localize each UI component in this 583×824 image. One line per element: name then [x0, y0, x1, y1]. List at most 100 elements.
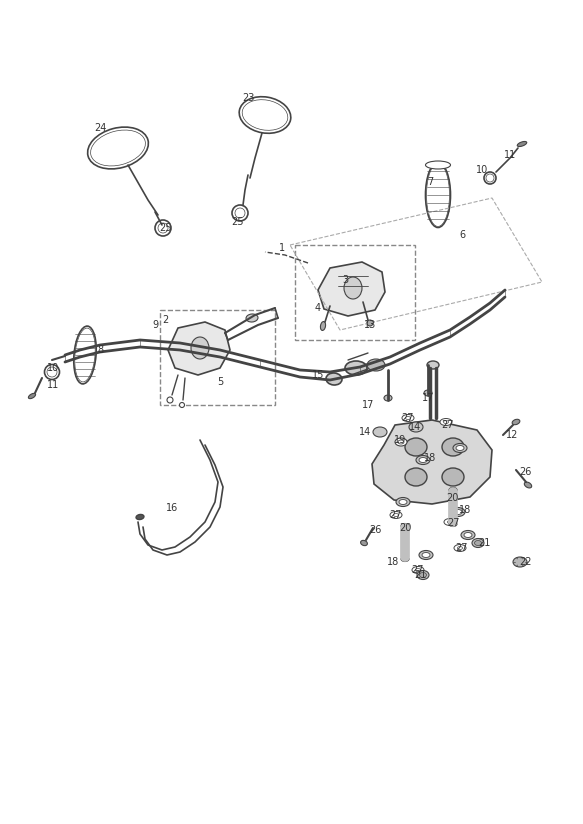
Ellipse shape — [361, 541, 367, 545]
Ellipse shape — [472, 539, 484, 547]
Ellipse shape — [345, 361, 367, 375]
Ellipse shape — [444, 420, 448, 424]
Polygon shape — [372, 420, 492, 504]
Ellipse shape — [461, 531, 475, 540]
Text: 15: 15 — [312, 370, 324, 380]
Text: 17: 17 — [362, 400, 374, 410]
Ellipse shape — [484, 172, 496, 184]
Bar — [160, 310, 275, 405]
Text: 4: 4 — [315, 303, 321, 313]
Polygon shape — [318, 262, 385, 316]
Ellipse shape — [448, 521, 452, 523]
Ellipse shape — [75, 328, 95, 382]
Text: 9: 9 — [152, 320, 158, 330]
Text: 21: 21 — [478, 538, 490, 548]
Ellipse shape — [399, 499, 407, 504]
Ellipse shape — [412, 567, 424, 574]
Text: 10: 10 — [476, 165, 488, 175]
Ellipse shape — [180, 402, 184, 408]
Ellipse shape — [401, 523, 409, 528]
Ellipse shape — [422, 553, 430, 558]
Text: 3: 3 — [342, 275, 348, 285]
Text: 8: 8 — [97, 345, 103, 355]
Ellipse shape — [384, 395, 392, 401]
Circle shape — [155, 220, 171, 236]
Ellipse shape — [191, 337, 209, 359]
Text: 23: 23 — [242, 93, 254, 103]
Ellipse shape — [524, 482, 532, 488]
Ellipse shape — [394, 513, 399, 517]
Ellipse shape — [442, 468, 464, 486]
Ellipse shape — [419, 457, 427, 462]
Ellipse shape — [453, 443, 467, 452]
Ellipse shape — [367, 359, 385, 371]
Text: 21: 21 — [414, 570, 426, 580]
Circle shape — [235, 208, 245, 218]
Ellipse shape — [419, 550, 433, 559]
Text: 27: 27 — [447, 518, 459, 528]
Polygon shape — [168, 322, 230, 375]
Text: 27: 27 — [442, 420, 454, 430]
Text: 14: 14 — [409, 422, 421, 432]
Ellipse shape — [242, 100, 288, 130]
Text: 19: 19 — [394, 435, 406, 445]
Ellipse shape — [513, 557, 527, 567]
Ellipse shape — [29, 393, 36, 399]
Ellipse shape — [427, 163, 449, 227]
Text: 16: 16 — [166, 503, 178, 513]
Ellipse shape — [367, 320, 373, 326]
Text: 12: 12 — [506, 430, 518, 440]
Ellipse shape — [486, 174, 494, 182]
Ellipse shape — [239, 96, 291, 133]
Text: 18: 18 — [424, 453, 436, 463]
Ellipse shape — [416, 569, 420, 572]
Ellipse shape — [402, 414, 414, 422]
Ellipse shape — [426, 162, 451, 227]
Ellipse shape — [136, 514, 144, 520]
Text: 6: 6 — [459, 230, 465, 240]
Ellipse shape — [90, 130, 145, 166]
Text: 11: 11 — [47, 380, 59, 390]
Ellipse shape — [442, 438, 464, 456]
Text: 25: 25 — [231, 217, 243, 227]
Text: 20: 20 — [399, 523, 411, 533]
Text: 11: 11 — [504, 150, 516, 160]
Text: 27: 27 — [456, 543, 468, 553]
Text: 20: 20 — [446, 493, 458, 503]
Circle shape — [232, 205, 248, 221]
Ellipse shape — [464, 532, 472, 537]
Ellipse shape — [454, 509, 462, 514]
Ellipse shape — [74, 326, 96, 384]
Ellipse shape — [449, 488, 457, 493]
Ellipse shape — [416, 456, 430, 465]
Ellipse shape — [167, 397, 173, 403]
Ellipse shape — [512, 419, 520, 424]
Ellipse shape — [456, 446, 464, 451]
Text: 10: 10 — [47, 363, 59, 373]
Ellipse shape — [87, 127, 149, 169]
Text: 27: 27 — [390, 510, 402, 520]
Ellipse shape — [409, 422, 423, 432]
Ellipse shape — [458, 546, 462, 550]
Ellipse shape — [475, 541, 482, 545]
Text: 27: 27 — [401, 413, 413, 423]
Ellipse shape — [321, 321, 325, 330]
Text: 7: 7 — [427, 177, 433, 187]
Ellipse shape — [390, 512, 402, 518]
Ellipse shape — [405, 468, 427, 486]
Text: 18: 18 — [459, 505, 471, 515]
Text: 13: 13 — [364, 320, 376, 330]
Text: 17: 17 — [422, 393, 434, 403]
Text: 18: 18 — [387, 557, 399, 567]
Ellipse shape — [444, 518, 456, 526]
Ellipse shape — [417, 570, 429, 579]
Ellipse shape — [47, 367, 57, 377]
Ellipse shape — [401, 556, 409, 561]
Ellipse shape — [373, 427, 387, 437]
Ellipse shape — [427, 361, 439, 369]
Ellipse shape — [405, 438, 427, 456]
Ellipse shape — [451, 508, 465, 517]
Ellipse shape — [517, 142, 527, 147]
Text: 5: 5 — [217, 377, 223, 387]
Ellipse shape — [424, 390, 432, 396]
